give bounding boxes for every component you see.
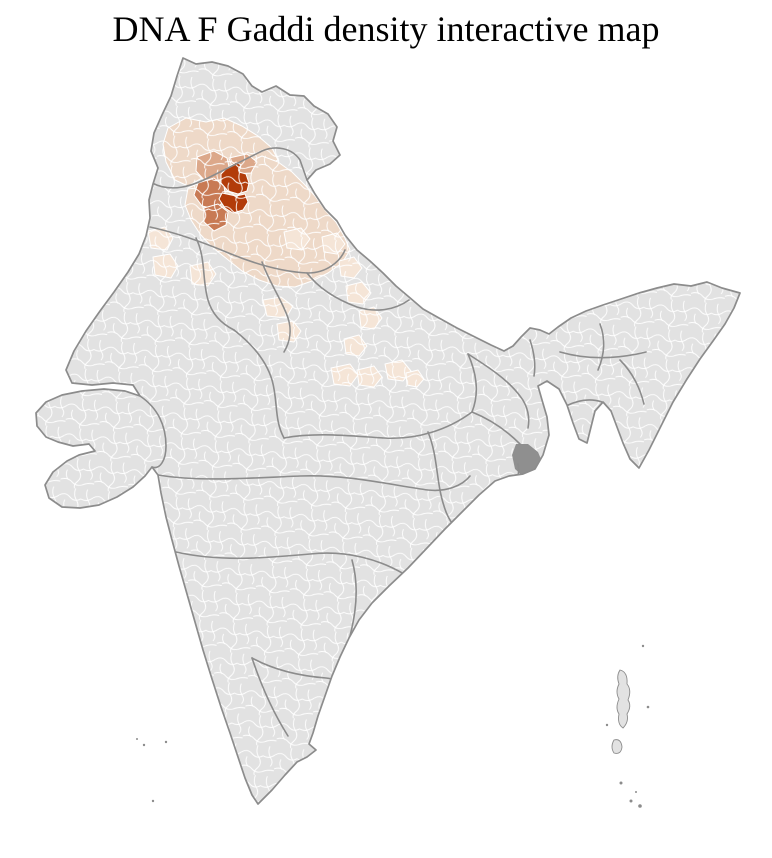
lakshadweep-dot (142, 743, 146, 747)
islands-group (136, 644, 650, 808)
lakshadweep-dot (164, 740, 168, 744)
island-dot (641, 644, 645, 648)
island-dot (638, 804, 642, 808)
andaman-island[interactable] (611, 739, 623, 754)
lakshadweep-dot (151, 799, 155, 803)
page-title: DNA F Gaddi density interactive map (112, 9, 660, 49)
lakshadweep-dot (136, 738, 138, 740)
island-dot (646, 705, 650, 709)
andaman-island[interactable] (616, 669, 631, 729)
island-dot (605, 723, 609, 727)
district-pattern-overlay (36, 58, 740, 804)
state-borders (139, 147, 647, 737)
island-dot (629, 799, 633, 803)
island-dot (635, 791, 637, 793)
island-dot (619, 781, 623, 785)
